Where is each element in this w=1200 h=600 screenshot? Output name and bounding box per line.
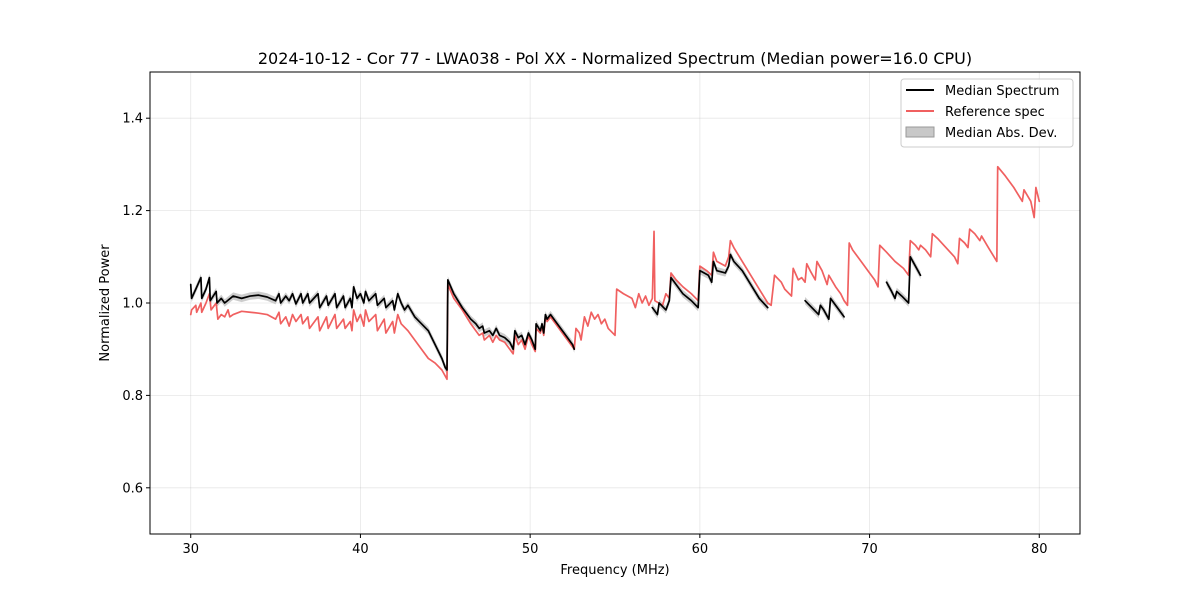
series-lines [189,165,1041,381]
legend-median-label: Median Spectrum [945,84,1059,99]
x-tick-label: 40 [352,542,369,557]
x-tick-label: 30 [182,542,199,557]
legend-mad-swatch [905,126,935,138]
mad-band-area [190,273,575,374]
y-axis-label: Normalized Power [98,244,113,362]
y-axis-ticks: 0.6 0.8 1.0 1.2 1.4 [122,112,150,496]
legend-mad-label: Median Abs. Dev. [945,126,1057,141]
grid-lines [150,72,1080,534]
x-axis-label: Frequency (MHz) [560,563,669,578]
y-tick-label: 0.6 [122,481,143,496]
y-tick-label: 1.2 [122,204,143,219]
x-tick-label: 70 [861,542,878,557]
x-axis-ticks: 30 40 50 60 70 80 [182,534,1048,557]
mad-band-area [805,294,845,323]
legend-reference-label: Reference spec [945,105,1045,120]
median-spectrum-line [885,255,922,304]
y-tick-label: 1.4 [122,112,143,127]
median-spectrum-line [651,253,769,316]
legend-frame [900,78,1074,148]
mad-band-area [886,253,921,307]
chart-title: 2024-10-12 - Cor 77 - LWA038 - Pol XX - … [258,49,972,68]
median-spectrum-line [804,297,845,321]
x-tick-label: 50 [522,542,539,557]
y-tick-label: 0.8 [122,389,143,404]
reference-spectrum-line [189,165,1041,381]
y-tick-label: 1.0 [122,297,143,312]
plot-area-background [150,72,1080,534]
x-tick-label: 80 [1031,542,1048,557]
median-spectrum-line [189,276,576,371]
legend: Median Spectrum Reference spec Median Ab… [900,78,1074,148]
x-tick-label: 60 [692,542,709,557]
